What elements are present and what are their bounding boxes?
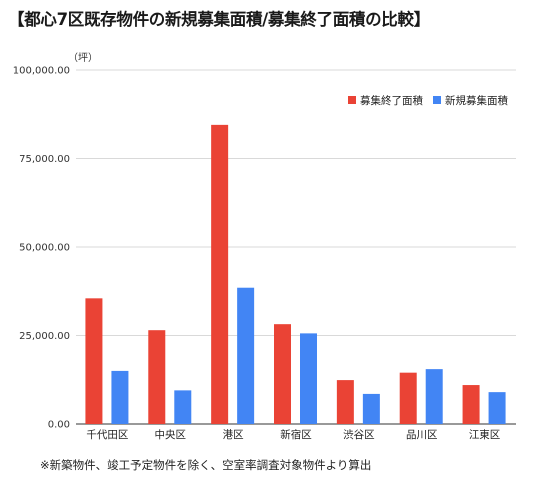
legend-label: 新規募集面積 bbox=[445, 94, 508, 107]
x-tick-label: 江東区 bbox=[469, 428, 501, 441]
bar-new-2 bbox=[237, 287, 255, 424]
bar-closed-2 bbox=[211, 124, 229, 425]
footnote: ※新築物件、竣工予定物件を除く、空室率調査対象物件より算出 bbox=[40, 458, 372, 472]
bar-closed-4 bbox=[336, 380, 354, 424]
bar-new-1 bbox=[174, 390, 192, 424]
bar-closed-3 bbox=[274, 324, 291, 424]
bar-closed-6 bbox=[462, 385, 480, 424]
bar-new-5 bbox=[425, 369, 443, 424]
y-tick-label: 75,000.00 bbox=[19, 154, 70, 165]
x-tick-label: 千代田区 bbox=[86, 429, 128, 441]
legend-label: 募集終了面積 bbox=[360, 94, 423, 107]
x-tick-label: 中央区 bbox=[155, 428, 187, 441]
bar-new-4 bbox=[362, 393, 380, 424]
x-tick-label: 品川区 bbox=[406, 429, 438, 441]
x-tick-label: 新宿区 bbox=[280, 428, 312, 441]
bar-new-0 bbox=[111, 370, 129, 424]
chart-title: 【都心7区既存物件の新規募集面積/募集終了面積の比較】 bbox=[8, 10, 430, 29]
y-tick-label: 25,000.00 bbox=[19, 331, 70, 342]
y-tick-label: 0.00 bbox=[48, 420, 70, 431]
x-tick-label: 港区 bbox=[223, 429, 244, 441]
bar-new-3 bbox=[300, 333, 317, 424]
y-axis-unit-label: （坪） bbox=[68, 53, 98, 64]
bar-new-6 bbox=[488, 392, 506, 424]
y-tick-label: 50,000.00 bbox=[19, 243, 70, 254]
legend-swatch bbox=[433, 96, 441, 104]
bar-closed-1 bbox=[148, 330, 166, 424]
bar-closed-0 bbox=[85, 298, 103, 424]
legend-swatch bbox=[348, 96, 356, 104]
bar-closed-5 bbox=[399, 372, 417, 424]
x-tick-label: 渋谷区 bbox=[343, 428, 375, 441]
y-tick-label: 100,000.00 bbox=[13, 66, 70, 77]
